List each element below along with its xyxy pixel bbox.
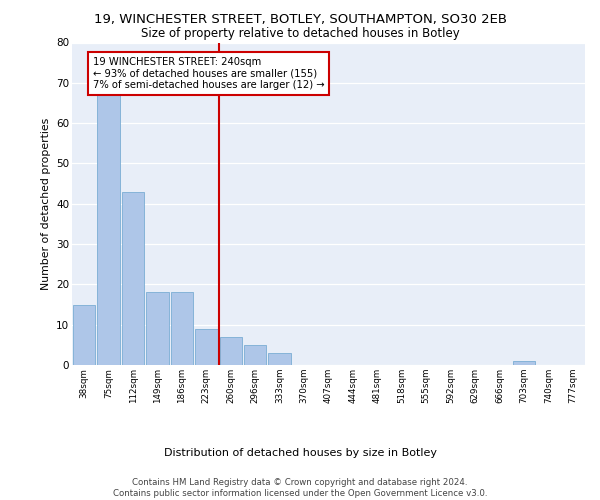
Text: Size of property relative to detached houses in Botley: Size of property relative to detached ho… — [140, 28, 460, 40]
Text: 19 WINCHESTER STREET: 240sqm
← 93% of detached houses are smaller (155)
7% of se: 19 WINCHESTER STREET: 240sqm ← 93% of de… — [93, 56, 325, 90]
Y-axis label: Number of detached properties: Number of detached properties — [41, 118, 50, 290]
Bar — [97, 95, 120, 365]
Text: Contains HM Land Registry data © Crown copyright and database right 2024.
Contai: Contains HM Land Registry data © Crown c… — [113, 478, 487, 498]
Bar — [195, 328, 218, 365]
Bar — [244, 345, 266, 365]
Bar — [268, 353, 291, 365]
Bar — [512, 361, 535, 365]
Bar — [170, 292, 193, 365]
Bar — [220, 337, 242, 365]
Bar — [122, 192, 145, 365]
Bar — [73, 304, 95, 365]
Text: 19, WINCHESTER STREET, BOTLEY, SOUTHAMPTON, SO30 2EB: 19, WINCHESTER STREET, BOTLEY, SOUTHAMPT… — [94, 12, 506, 26]
Text: Distribution of detached houses by size in Botley: Distribution of detached houses by size … — [163, 448, 437, 458]
Bar — [146, 292, 169, 365]
